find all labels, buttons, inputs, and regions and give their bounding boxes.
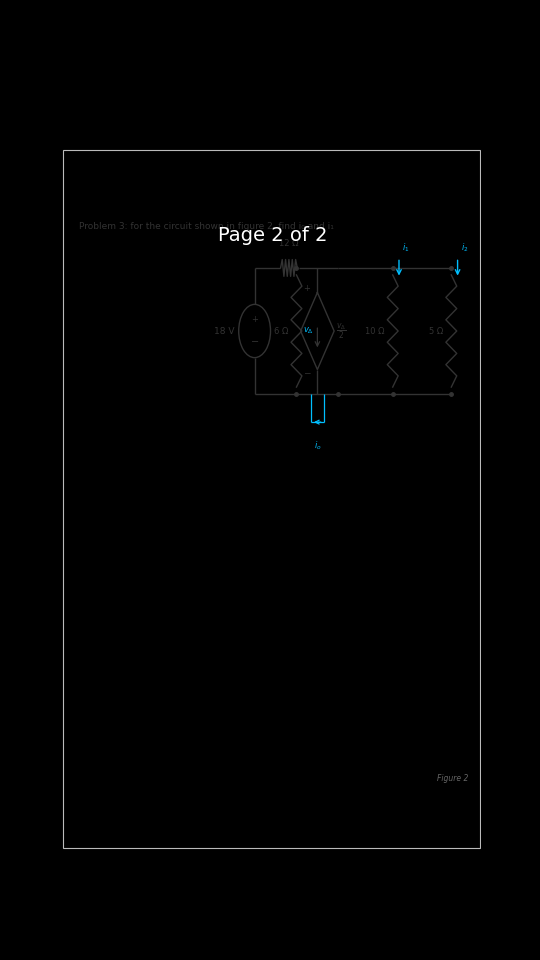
Text: 10 Ω: 10 Ω	[365, 326, 384, 335]
Text: 5 Ω: 5 Ω	[429, 326, 443, 335]
Text: +: +	[303, 284, 309, 294]
Text: $i_2$: $i_2$	[461, 241, 468, 254]
Text: $i_1$: $i_1$	[402, 241, 410, 254]
Text: +: +	[251, 315, 258, 324]
Text: −: −	[251, 337, 259, 348]
Text: 12 Ω: 12 Ω	[279, 239, 299, 249]
Text: Problem 3: for the circuit shown in figure 2, find i₀ and i₁: Problem 3: for the circuit shown in figu…	[79, 223, 334, 231]
Text: $i_o$: $i_o$	[314, 440, 321, 452]
Text: $\dfrac{v_\Delta}{2}$: $\dfrac{v_\Delta}{2}$	[336, 321, 347, 341]
Text: Page 2 of 2: Page 2 of 2	[218, 226, 327, 245]
Text: 6 Ω: 6 Ω	[274, 326, 288, 335]
Text: $v_\Delta$: $v_\Delta$	[303, 325, 314, 336]
Text: Figure 2: Figure 2	[437, 774, 468, 783]
Text: 18 V: 18 V	[214, 326, 234, 335]
Text: −: −	[303, 369, 310, 377]
